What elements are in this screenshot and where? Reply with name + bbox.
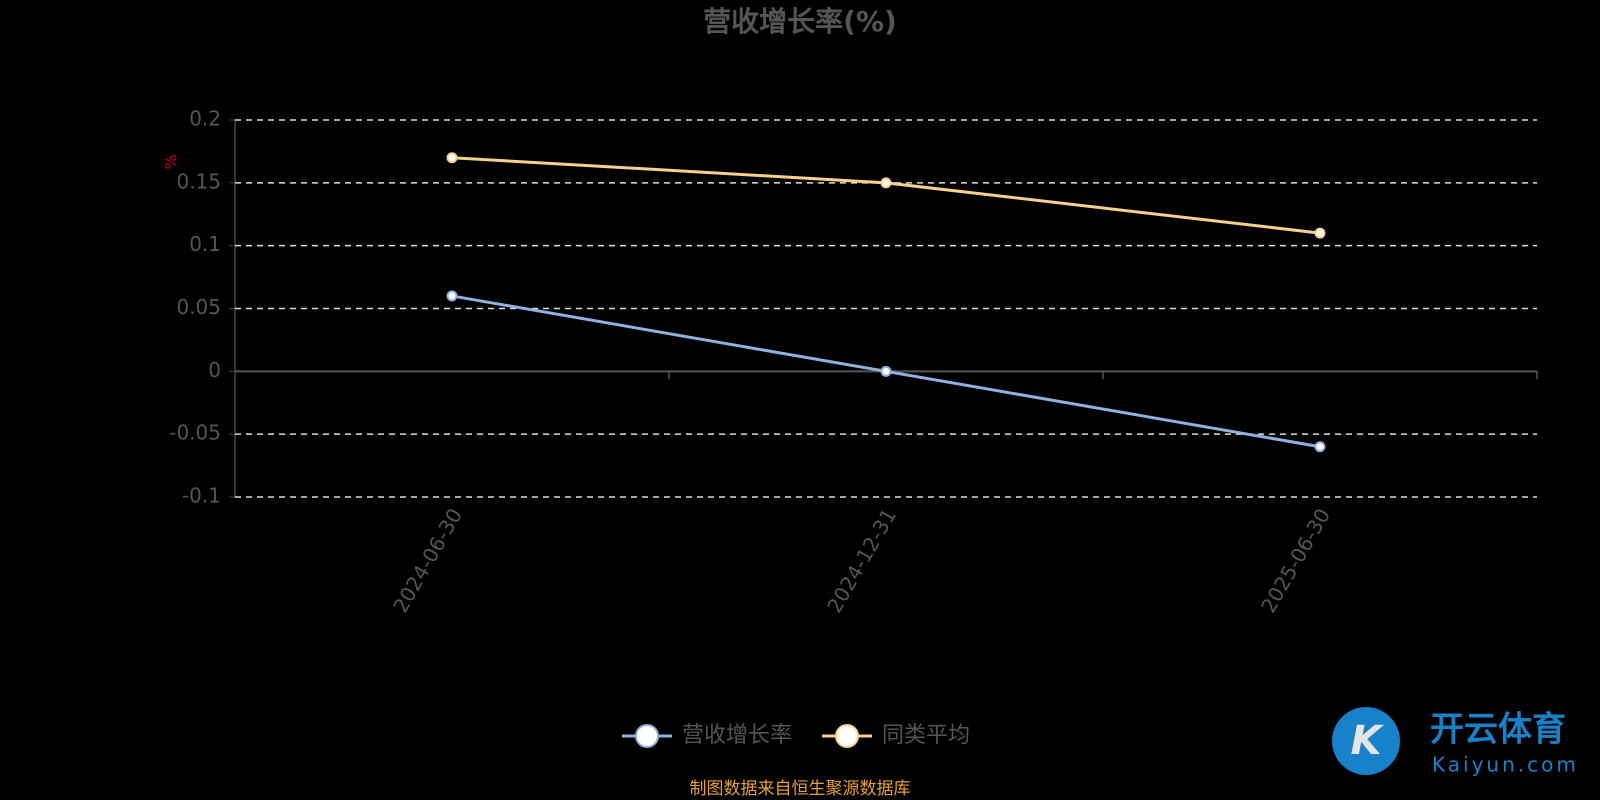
y-tick-label: 0.2 [189, 107, 221, 131]
y-axis-label: % [162, 154, 181, 169]
y-tick-label: 0 [208, 358, 221, 382]
watermark-text: 开云体育 [1430, 710, 1566, 750]
data-point [446, 152, 458, 164]
chart-title: 营收增长率(%) [703, 5, 897, 38]
watermark: K 开云体育 Kaiyun.com [1332, 707, 1579, 777]
y-tick-label: 0.1 [189, 232, 221, 256]
data-point [446, 290, 458, 302]
data-point [1314, 441, 1326, 453]
y-tick-label: -0.05 [169, 421, 221, 445]
logo-letter: K [1351, 718, 1385, 764]
data-point [880, 365, 892, 377]
source-note: 制图数据来自恒生聚源数据库 [690, 779, 911, 799]
y-tick-label: -0.1 [182, 484, 221, 508]
legend-marker [835, 724, 859, 748]
legend: 营收增长率 同类平均 [622, 723, 970, 748]
watermark-subtext: Kaiyun.com [1432, 753, 1579, 777]
logo [1332, 707, 1400, 775]
y-tick-label: 0.05 [176, 295, 221, 319]
legend-label: 同类平均 [882, 723, 970, 748]
data-point [880, 177, 892, 189]
legend-marker [635, 724, 659, 748]
y-tick-label: 0.15 [176, 169, 221, 193]
data-point [1314, 227, 1326, 239]
legend-label: 营收增长率 [682, 723, 792, 748]
